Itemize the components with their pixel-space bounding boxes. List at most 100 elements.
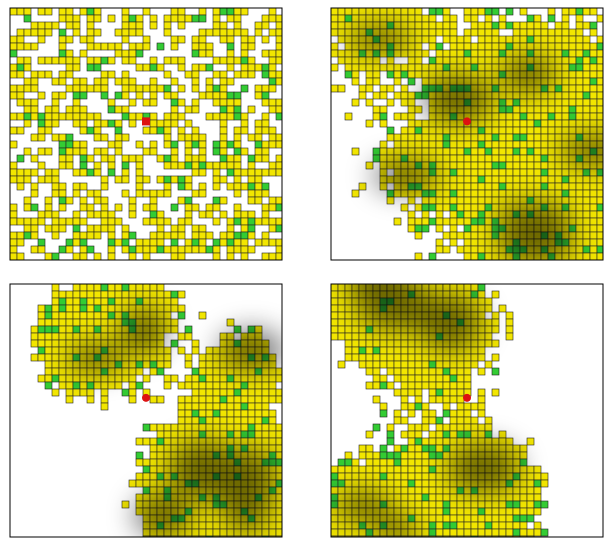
yellow-cell (135, 479, 144, 488)
shadow (120, 306, 167, 355)
yellow-cell (254, 374, 263, 383)
yellow-cell (386, 423, 395, 432)
yellow-cell (226, 409, 235, 418)
yellow-cell (400, 507, 409, 516)
green-cell (58, 297, 67, 306)
yellow-cell (491, 28, 500, 37)
yellow-cell (414, 203, 423, 212)
yellow-cell (254, 147, 263, 156)
green-cell (519, 133, 528, 142)
yellow-cell (212, 91, 221, 100)
yellow-cell (386, 465, 395, 474)
yellow-cell (463, 381, 472, 390)
yellow-cell (79, 290, 88, 299)
yellow-cell (72, 63, 81, 72)
yellow-cell (407, 91, 416, 100)
yellow-cell (219, 521, 228, 530)
yellow-cell (156, 423, 165, 432)
yellow-cell (219, 388, 228, 397)
yellow-cell (58, 346, 67, 355)
green-cell (365, 325, 374, 334)
green-cell (37, 119, 46, 128)
yellow-cell (226, 161, 235, 170)
green-cell (79, 91, 88, 100)
yellow-cell (156, 304, 165, 313)
yellow-cell (37, 311, 46, 320)
yellow-cell (177, 217, 186, 226)
yellow-cell (372, 105, 381, 114)
yellow-cell (212, 112, 221, 121)
yellow-cell (58, 112, 67, 121)
yellow-cell (184, 119, 193, 128)
yellow-cell (351, 49, 360, 58)
green-cell (498, 98, 507, 107)
yellow-cell (79, 77, 88, 86)
yellow-cell (79, 35, 88, 44)
yellow-cell (470, 161, 479, 170)
yellow-cell (156, 451, 165, 460)
yellow-cell (554, 196, 563, 205)
yellow-cell (484, 77, 493, 86)
yellow-cell (261, 395, 270, 404)
yellow-cell (456, 63, 465, 72)
yellow-cell (477, 514, 486, 523)
yellow-cell (477, 21, 486, 30)
yellow-cell (561, 56, 570, 65)
yellow-cell (351, 63, 360, 72)
yellow-cell (463, 28, 472, 37)
yellow-cell (456, 388, 465, 397)
yellow-cell (100, 332, 109, 341)
yellow-cell (477, 35, 486, 44)
yellow-cell (93, 119, 102, 128)
yellow-cell (512, 507, 521, 516)
yellow-cell (100, 374, 109, 383)
yellow-cell (72, 297, 81, 306)
yellow-cell (365, 98, 374, 107)
yellow-cell (170, 245, 179, 254)
yellow-cell (393, 77, 402, 86)
yellow-cell (393, 147, 402, 156)
yellow-cell (135, 168, 144, 177)
yellow-cell (589, 231, 598, 240)
yellow-cell (16, 112, 25, 121)
yellow-cell (254, 168, 263, 177)
yellow-cell (491, 325, 500, 334)
shadow (376, 516, 419, 537)
green-cell (191, 140, 200, 149)
yellow-cell (428, 507, 437, 516)
yellow-cell (484, 182, 493, 191)
yellow-cell (72, 238, 81, 247)
shadow (422, 75, 494, 123)
yellow-cell (470, 284, 479, 292)
yellow-cell (344, 325, 353, 334)
yellow-cell (177, 430, 186, 439)
yellow-cell (163, 21, 172, 30)
yellow-cell (331, 311, 339, 320)
yellow-cell (582, 21, 591, 30)
yellow-cell (547, 154, 556, 163)
yellow-cell (72, 318, 81, 327)
yellow-cell (484, 210, 493, 219)
yellow-cell (393, 374, 402, 383)
yellow-cell (491, 147, 500, 156)
yellow-cell (184, 423, 193, 432)
yellow-cell (240, 119, 249, 128)
yellow-cell (484, 252, 493, 260)
yellow-cell (114, 28, 123, 37)
yellow-cell (449, 514, 458, 523)
yellow-cell (86, 14, 95, 23)
yellow-cell (582, 196, 591, 205)
yellow-cell (568, 8, 577, 16)
yellow-cell (135, 189, 144, 198)
yellow-cell (442, 437, 451, 446)
yellow-cell (184, 147, 193, 156)
yellow-cell (177, 224, 186, 233)
yellow-cell (72, 284, 81, 292)
yellow-cell (254, 175, 263, 184)
green-cell (79, 304, 88, 313)
yellow-cell (414, 479, 423, 488)
yellow-cell (442, 360, 451, 369)
panel (10, 8, 282, 260)
yellow-cell (219, 133, 228, 142)
yellow-cell (575, 98, 584, 107)
